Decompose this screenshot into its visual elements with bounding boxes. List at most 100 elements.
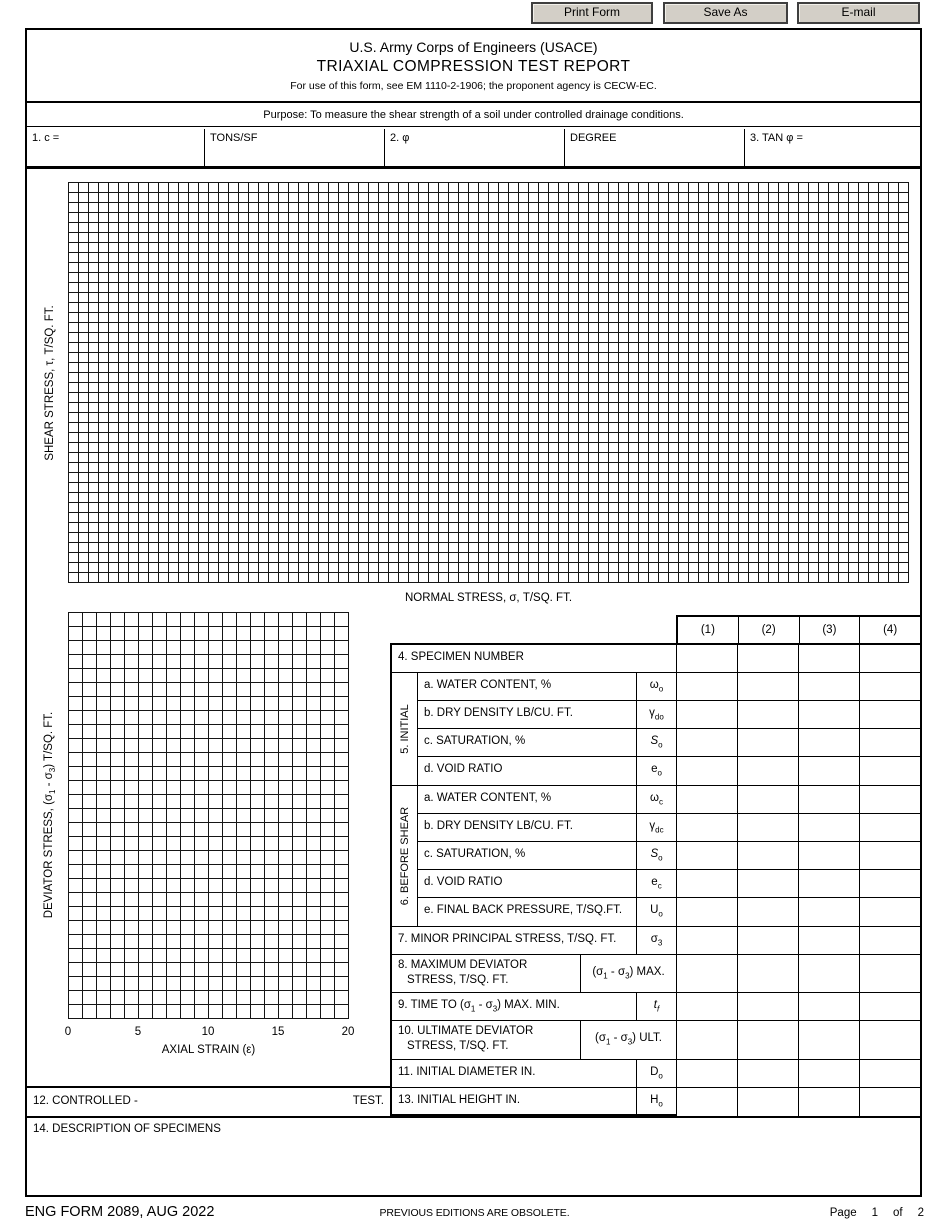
value-cell[interactable] <box>859 870 920 897</box>
specimen-cell[interactable] <box>859 645 920 672</box>
value-cell[interactable] <box>859 814 920 841</box>
column-header-3: (3) <box>800 617 861 645</box>
specimen-cell[interactable] <box>798 645 859 672</box>
value-cell[interactable] <box>676 729 737 756</box>
value-cell[interactable] <box>798 955 859 992</box>
value-cell[interactable] <box>676 814 737 841</box>
value-cell[interactable] <box>859 701 920 728</box>
initial-void-ratio-row: d. VOID RATIO eo <box>418 757 920 785</box>
value-cell[interactable] <box>859 898 920 926</box>
axis-tick-5: 5 <box>134 1026 142 1038</box>
initial-diameter-row: 11. INITIAL DIAMETER IN. Do <box>392 1060 920 1088</box>
initial-water-content-row: a. WATER CONTENT, % ωo <box>418 673 920 701</box>
value-cell[interactable] <box>676 757 737 785</box>
value-cell[interactable] <box>737 673 798 700</box>
value-cell[interactable] <box>676 1021 737 1059</box>
value-cell[interactable] <box>676 701 737 728</box>
phi-unit-cell[interactable]: DEGREE <box>565 128 745 166</box>
value-cell[interactable] <box>859 1060 920 1087</box>
value-cell[interactable] <box>859 1021 920 1059</box>
value-cell[interactable] <box>798 993 859 1020</box>
value-cell[interactable] <box>798 729 859 756</box>
value-cell[interactable] <box>798 1088 859 1116</box>
before-shear-section-title: 6. BEFORE SHEAR <box>392 786 418 926</box>
row-label: d. VOID RATIO <box>424 763 503 775</box>
save-as-button[interactable]: Save As <box>663 2 788 24</box>
value-cell[interactable] <box>737 814 798 841</box>
value-cell[interactable] <box>676 955 737 992</box>
value-cell[interactable] <box>798 757 859 785</box>
value-cell[interactable] <box>859 842 920 869</box>
symbol-gamma-dc: γdc <box>636 814 676 841</box>
value-cell[interactable] <box>737 757 798 785</box>
value-cell[interactable] <box>798 842 859 869</box>
row-label: a. WATER CONTENT, % <box>424 792 552 804</box>
value-cell[interactable] <box>859 673 920 700</box>
symbol-sigma1-sigma3-ult: (σ1 - σ3) ULT. <box>580 1021 676 1059</box>
value-cell[interactable] <box>859 1088 920 1116</box>
value-cell[interactable] <box>737 955 798 992</box>
print-form-button[interactable]: Print Form <box>531 2 653 24</box>
value-cell[interactable] <box>676 1060 737 1087</box>
value-cell[interactable] <box>737 729 798 756</box>
form-header: U.S. Army Corps of Engineers (USACE) TRI… <box>27 30 920 103</box>
specimen-cell[interactable] <box>737 645 798 672</box>
value-cell[interactable] <box>676 1088 737 1116</box>
value-cell[interactable] <box>676 993 737 1020</box>
value-cell[interactable] <box>798 1060 859 1087</box>
value-cell[interactable] <box>859 955 920 992</box>
value-cell[interactable] <box>798 927 859 954</box>
value-cell[interactable] <box>676 870 737 897</box>
tan-phi-field[interactable]: 3. TAN φ = <box>745 129 920 166</box>
value-cell[interactable] <box>798 701 859 728</box>
cohesion-label: 1. c = <box>32 131 60 144</box>
cohesion-unit-cell[interactable]: TONS/SF <box>205 128 385 166</box>
cohesion-field[interactable]: 1. c = <box>27 128 205 166</box>
specimen-cell[interactable] <box>676 645 737 672</box>
value-cell[interactable] <box>737 993 798 1020</box>
value-cell[interactable] <box>798 1021 859 1059</box>
value-cell[interactable] <box>676 927 737 954</box>
value-cell[interactable] <box>798 673 859 700</box>
value-cell[interactable] <box>737 786 798 813</box>
value-cell[interactable] <box>676 842 737 869</box>
ultimate-deviator-stress-row: 10. ULTIMATE DEVIATOR STRESS, T/SQ. FT. (… <box>392 1021 920 1060</box>
purpose-statement: Purpose: To measure the shear strength o… <box>27 105 920 127</box>
value-cell[interactable] <box>798 786 859 813</box>
value-cell[interactable] <box>737 842 798 869</box>
value-cell[interactable] <box>859 993 920 1020</box>
value-cell[interactable] <box>737 870 798 897</box>
phi-field[interactable]: 2. φ <box>385 128 565 166</box>
symbol-h-o: Ho <box>636 1088 676 1116</box>
axis-tick-0: 0 <box>64 1026 72 1038</box>
description-of-specimens-field[interactable]: 14. DESCRIPTION OF SPECIMENS <box>27 1116 920 1195</box>
value-cell[interactable] <box>737 1060 798 1087</box>
time-to-max-row: 9. TIME TO (σ1 - σ3) MAX. MIN. tf <box>392 993 920 1021</box>
symbol-d-o: Do <box>636 1060 676 1087</box>
symbol-e-o: eo <box>636 757 676 785</box>
value-cell[interactable] <box>737 1088 798 1116</box>
value-cell[interactable] <box>676 673 737 700</box>
value-cell[interactable] <box>859 757 920 785</box>
value-cell[interactable] <box>737 898 798 926</box>
value-cell[interactable] <box>737 927 798 954</box>
value-cell[interactable] <box>859 786 920 813</box>
stress-strain-grid <box>68 612 349 1019</box>
row-label: c. SATURATION, % <box>424 735 526 747</box>
value-cell[interactable] <box>676 898 737 926</box>
page-footer: ENG FORM 2089, AUG 2022 PREVIOUS EDITION… <box>25 1204 924 1220</box>
value-cell[interactable] <box>737 701 798 728</box>
symbol-sigma-3: σ3 <box>636 927 676 954</box>
value-cell[interactable] <box>737 1021 798 1059</box>
final-back-pressure-row: e. FINAL BACK PRESSURE, T/SQ.FT. Uo <box>418 898 920 926</box>
initial-dry-density-row: b. DRY DENSITY LB/CU. FT. γdo <box>418 701 920 729</box>
value-cell[interactable] <box>798 870 859 897</box>
value-cell[interactable] <box>798 814 859 841</box>
controlled-test-field[interactable]: 12. CONTROLLED - TEST. <box>27 1086 392 1116</box>
value-cell[interactable] <box>676 786 737 813</box>
value-cell[interactable] <box>859 927 920 954</box>
value-cell[interactable] <box>859 729 920 756</box>
email-button[interactable]: E-mail <box>797 2 920 24</box>
tan-phi-label: 3. TAN φ = <box>750 131 803 144</box>
value-cell[interactable] <box>798 898 859 926</box>
